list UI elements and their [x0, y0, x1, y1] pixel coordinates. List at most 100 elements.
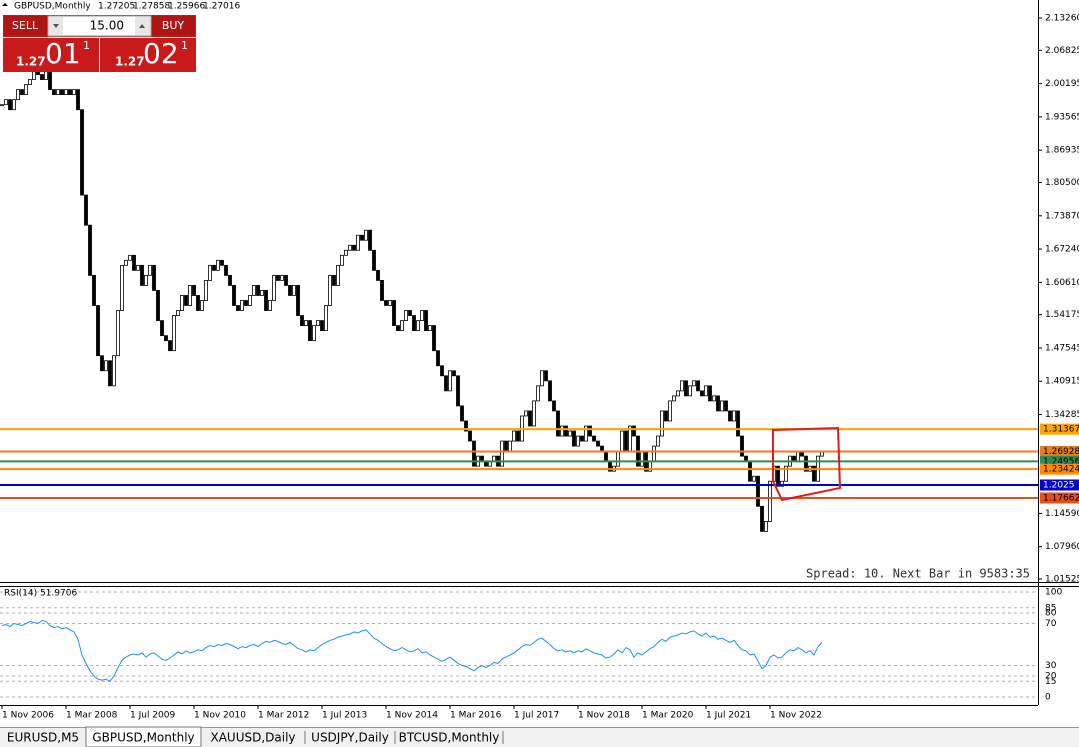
- candle: [20, 89, 24, 96]
- sell-price-point[interactable]: 1: [83, 39, 90, 52]
- y-tick-label: 0: [1045, 693, 1051, 703]
- candle: [444, 375, 448, 392]
- candle: [432, 325, 436, 352]
- candle: [624, 430, 628, 452]
- candle: [204, 280, 208, 301]
- candle: [796, 450, 800, 462]
- candle: [228, 274, 232, 286]
- candle: [420, 310, 424, 321]
- candle: [8, 99, 12, 111]
- ohlc-value: 1.27858: [133, 2, 170, 12]
- candle: [616, 450, 620, 467]
- lot-input[interactable]: [47, 15, 152, 37]
- candle: [232, 285, 236, 306]
- candle: [732, 410, 736, 422]
- buy-button[interactable]: [152, 16, 195, 36]
- x-tick-label: 1 Nov 2006: [2, 711, 54, 721]
- candle: [764, 521, 768, 532]
- candle: [564, 425, 568, 437]
- ohlc-value: 1.25966: [168, 2, 205, 12]
- candle: [684, 380, 688, 397]
- level-label-bg: [1040, 455, 1079, 467]
- candle: [180, 295, 184, 311]
- candle: [260, 290, 264, 296]
- level-label: 1.23424: [1043, 465, 1079, 475]
- candle: [76, 89, 80, 111]
- sell-price-pips[interactable]: 01: [45, 37, 81, 70]
- candle: [72, 89, 76, 96]
- y-tick-label: 1.40915: [1045, 377, 1079, 387]
- x-tick-label: 1 Nov 2022: [770, 711, 822, 721]
- candle: [440, 365, 444, 377]
- candle: [388, 300, 392, 306]
- tab[interactable]: EURUSD,M5: [7, 731, 79, 745]
- candle: [748, 460, 752, 482]
- candle: [148, 264, 152, 276]
- buy-price-point[interactable]: 1: [181, 39, 188, 52]
- y-tick-label: 1.67240: [1045, 245, 1079, 255]
- candle: [24, 84, 28, 96]
- candle: [144, 274, 148, 286]
- candle: [412, 315, 416, 332]
- candle: [216, 259, 220, 271]
- candle: [672, 395, 676, 402]
- candle: [208, 264, 212, 281]
- tab[interactable]: BTCUSD,Monthly: [399, 731, 500, 745]
- candle: [64, 89, 68, 96]
- sell-button[interactable]: [4, 16, 47, 36]
- tab[interactable]: GBPUSD,Monthly: [92, 731, 194, 745]
- buy-price-big[interactable]: 1.27: [115, 55, 145, 69]
- candle: [460, 405, 464, 422]
- candle: [716, 395, 720, 412]
- candle: [656, 435, 660, 447]
- candle: [360, 234, 364, 241]
- sell-label[interactable]: SELL: [12, 19, 39, 32]
- level-label-bg: [1040, 492, 1079, 504]
- candle: [224, 264, 228, 276]
- candle: [16, 89, 20, 101]
- candle: [212, 264, 216, 271]
- y-tick-label: 15: [1045, 677, 1056, 687]
- y-tick-label: 1.47545: [1045, 343, 1079, 353]
- y-tick-label: 2.06825: [1045, 46, 1079, 56]
- tab[interactable]: XAUUSD,Daily: [210, 731, 295, 745]
- tab[interactable]: USDJPY,Daily: [311, 731, 389, 745]
- candle: [600, 445, 604, 452]
- candle: [688, 385, 692, 397]
- buy-label[interactable]: BUY: [162, 19, 185, 32]
- x-tick-label: 1 Jul 2017: [514, 711, 559, 721]
- candle: [288, 285, 292, 296]
- candle: [88, 224, 92, 276]
- candle: [604, 450, 608, 462]
- x-tick-label: 1 Jul 2021: [706, 711, 751, 721]
- x-tick-label: 1 Mar 2008: [66, 711, 118, 721]
- y-tick-label: 30: [1045, 661, 1057, 671]
- tabs: EURUSD,M5 GBPUSD,Monthly XAUUSD,Daily USDJP…: [7, 726, 504, 747]
- candle: [60, 89, 64, 96]
- candle: [276, 274, 280, 281]
- y-tick-label: 80: [1045, 609, 1057, 619]
- up-arrow: [139, 24, 145, 28]
- candle: [404, 310, 408, 321]
- candle: [140, 264, 144, 286]
- annotation-box: [772, 426, 842, 502]
- candle: [752, 475, 756, 482]
- candle: [516, 430, 520, 442]
- candle: [728, 410, 732, 422]
- candle: [568, 430, 572, 437]
- candle: [544, 370, 548, 382]
- candle: [804, 455, 808, 472]
- buy-price-pips[interactable]: 02: [143, 37, 179, 70]
- candle: [340, 254, 344, 266]
- candle: [768, 480, 772, 522]
- lot-value[interactable]: 15.00: [90, 19, 124, 33]
- candle: [264, 290, 268, 311]
- candle: [100, 355, 104, 372]
- candle: [312, 325, 316, 342]
- candle: [300, 315, 304, 326]
- candle: [400, 320, 404, 332]
- sell-price-big[interactable]: 1.27: [16, 55, 46, 69]
- collapse-icon[interactable]: [2, 3, 8, 6]
- candle: [120, 264, 124, 311]
- candle: [220, 259, 224, 266]
